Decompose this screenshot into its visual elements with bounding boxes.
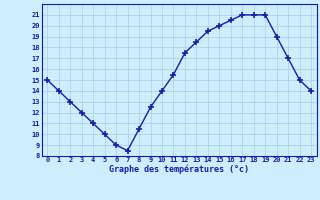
- X-axis label: Graphe des températures (°c): Graphe des températures (°c): [109, 165, 249, 174]
